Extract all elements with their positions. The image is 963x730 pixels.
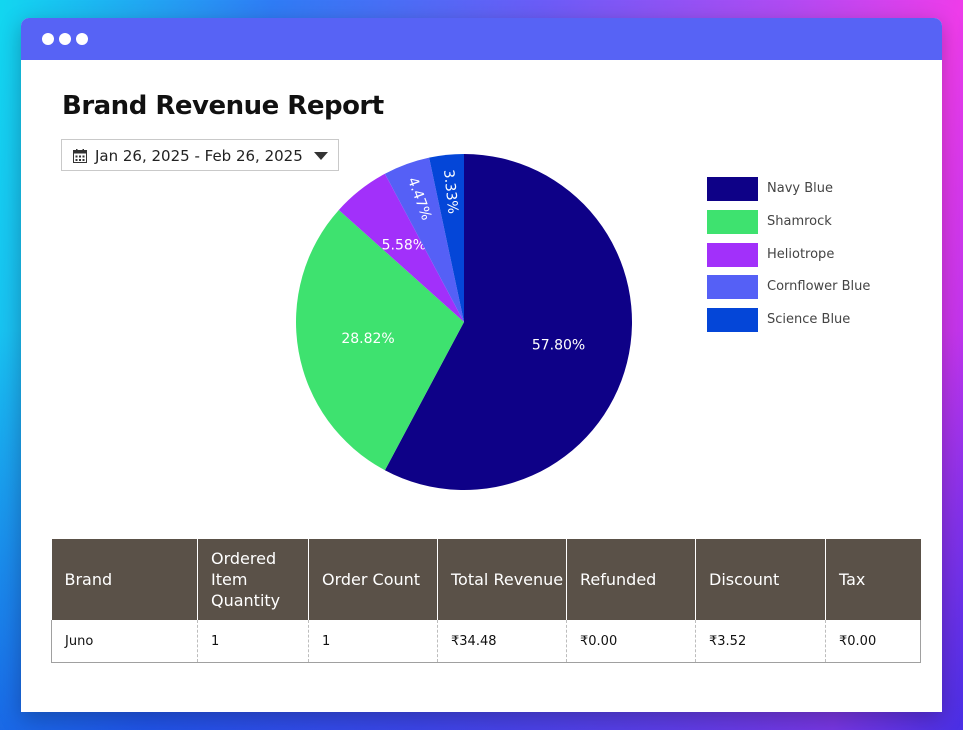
legend-item[interactable]: Navy Blue [707, 177, 907, 201]
column-header-ordered-item-quantity: Ordered Item Quantity [197, 539, 309, 620]
pie-slice-heliotrope[interactable] [338, 173, 464, 322]
table-header-row: Brand Ordered Item Quantity Order Count … [51, 539, 921, 620]
cell-discount: ₹3.52 [695, 620, 826, 663]
column-header-refunded: Refunded [566, 539, 696, 620]
legend-swatch [707, 177, 758, 201]
column-header-brand: Brand [51, 539, 198, 620]
column-header-order-count: Order Count [308, 539, 438, 620]
legend-label: Science Blue [767, 312, 851, 328]
legend-item[interactable]: Shamrock [707, 209, 907, 234]
legend-swatch [707, 308, 758, 333]
slice-label: 5.58% [382, 237, 426, 253]
legend-label: Cornflower Blue [767, 279, 871, 295]
brand-revenue-table: Brand Ordered Item Quantity Order Count … [51, 539, 921, 663]
legend-swatch [707, 242, 758, 267]
slice-label: 57.80% [532, 338, 585, 354]
pie-slice-navy-blue[interactable] [384, 153, 633, 490]
cell-order-count: 1 [308, 620, 438, 663]
window-dot [42, 33, 54, 45]
report-window: Brand Revenue Report Jan 26, 2025 - Feb … [21, 18, 942, 712]
pie-slice-science-blue[interactable] [429, 154, 464, 322]
date-range-picker[interactable]: Jan 26, 2025 - Feb 26, 2025 [61, 139, 339, 171]
slice-label: 3.33% [440, 169, 461, 215]
column-header-total-revenue: Total Revenue [437, 539, 567, 620]
window-dot [59, 33, 71, 45]
column-header-discount: Discount [695, 539, 826, 620]
cell-tax: ₹0.00 [825, 620, 921, 663]
cell-ordered-item-quantity: 1 [197, 620, 309, 663]
date-range-value: Jan 26, 2025 - Feb 26, 2025 [95, 147, 303, 165]
slice-label: 28.82% [341, 331, 394, 347]
pie-chart: 57.80%28.82%5.58%4.47% 3.33% [295, 153, 633, 490]
cell-brand: Juno [51, 620, 198, 663]
legend-item[interactable]: Heliotrope [707, 242, 907, 267]
legend-swatch [707, 275, 758, 300]
legend-label: Shamrock [767, 213, 832, 229]
cell-total-revenue: ₹34.48 [437, 620, 567, 663]
legend-label: Navy Blue [767, 181, 833, 196]
legend-item[interactable]: Cornflower Blue [707, 275, 907, 300]
pie-slice-cornflower-blue[interactable] [384, 157, 464, 322]
legend-item[interactable]: Science Blue [707, 308, 907, 333]
page-title: Brand Revenue Report [62, 91, 384, 121]
calendar-icon [73, 148, 87, 167]
table-row: Juno 1 1 ₹34.48 ₹0.00 ₹3.52 ₹0.00 [51, 620, 921, 663]
window-dot [76, 33, 88, 45]
chevron-down-icon[interactable] [314, 152, 328, 160]
column-header-tax: Tax [825, 539, 921, 620]
legend-label: Heliotrope [767, 246, 835, 262]
window-titlebar [21, 18, 942, 60]
legend-swatch [707, 209, 758, 234]
pie-slice-shamrock[interactable] [295, 209, 464, 471]
cell-refunded: ₹0.00 [566, 620, 696, 663]
